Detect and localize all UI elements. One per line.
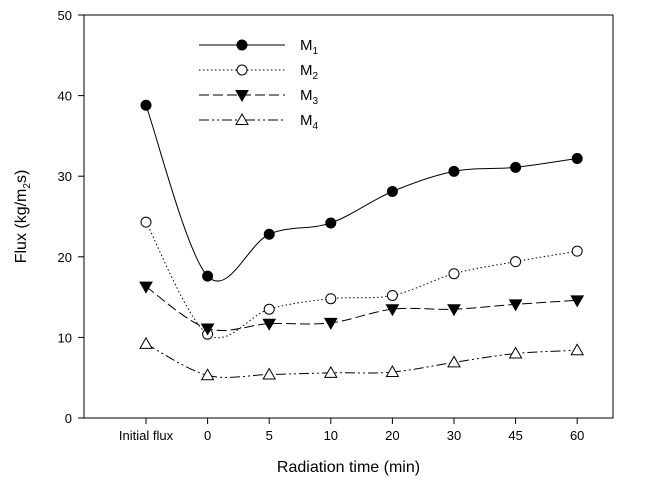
data-point-series-3 bbox=[323, 317, 338, 330]
data-point-series-3 bbox=[262, 318, 277, 331]
y-tick-label: 0 bbox=[65, 411, 72, 426]
data-point-series-4 bbox=[570, 343, 585, 356]
legend-label-4: M4 bbox=[300, 112, 319, 132]
legend-label-2: M2 bbox=[300, 62, 319, 82]
data-point-series-1 bbox=[448, 165, 460, 177]
data-point-series-2 bbox=[448, 268, 460, 280]
data-point-series-3 bbox=[508, 299, 523, 312]
x-tick-label: 30 bbox=[447, 428, 461, 443]
legend-label-main: M bbox=[300, 37, 313, 54]
series-line-2 bbox=[145, 221, 578, 339]
data-point-series-4 bbox=[139, 336, 153, 349]
x-tick-label: 0 bbox=[204, 428, 211, 443]
x-tick-label: 5 bbox=[266, 428, 273, 443]
legend-label-sub: 1 bbox=[313, 46, 319, 57]
data-point-series-4 bbox=[200, 368, 215, 381]
data-point-series-3 bbox=[570, 295, 585, 308]
legend-marker-2 bbox=[236, 64, 248, 76]
x-tick-label: 45 bbox=[508, 428, 522, 443]
y-axis-title-sub: 2 bbox=[22, 183, 33, 189]
legend-label-sub: 3 bbox=[313, 96, 319, 107]
x-tick-label: 60 bbox=[570, 428, 584, 443]
data-point-series-1 bbox=[263, 228, 275, 240]
legend-label-main: M bbox=[300, 62, 313, 79]
y-tick-label: 50 bbox=[58, 8, 72, 23]
x-tick-label: Initial flux bbox=[119, 428, 174, 443]
data-point-series-2 bbox=[325, 293, 337, 305]
y-axis-title-end: s) bbox=[13, 170, 30, 183]
y-tick-label: 30 bbox=[58, 169, 72, 184]
plot-frame bbox=[83, 14, 614, 419]
series-markers bbox=[139, 99, 585, 381]
data-point-series-1 bbox=[571, 152, 583, 164]
data-point-series-4 bbox=[508, 346, 523, 359]
data-point-series-3 bbox=[139, 281, 153, 294]
plot-area bbox=[83, 14, 614, 419]
series-line-1 bbox=[145, 105, 578, 282]
data-point-series-3 bbox=[385, 304, 400, 317]
x-axis-title: Radiation time (min) bbox=[277, 459, 420, 476]
y-tick-label: 10 bbox=[58, 330, 72, 345]
data-point-series-2 bbox=[571, 245, 583, 257]
legend-label-main: M bbox=[300, 87, 313, 104]
y-tick-label: 40 bbox=[58, 89, 72, 104]
x-axis: Initial flux 0 5 10 20 30 45 60 bbox=[119, 418, 584, 443]
data-point-series-1 bbox=[202, 270, 214, 282]
data-point-series-4 bbox=[262, 367, 277, 380]
x-tick-label: 20 bbox=[385, 428, 399, 443]
legend-marker-4 bbox=[235, 112, 249, 125]
data-point-series-1 bbox=[325, 217, 337, 229]
x-tick-label: 10 bbox=[324, 428, 338, 443]
data-point-series-2 bbox=[263, 303, 275, 315]
data-point-series-1 bbox=[140, 99, 152, 111]
data-point-series-4 bbox=[447, 355, 461, 368]
legend-label-3: M3 bbox=[300, 87, 319, 107]
legend-label-1: M1 bbox=[300, 37, 319, 57]
data-point-series-4 bbox=[323, 365, 338, 378]
data-point-series-3 bbox=[447, 304, 461, 317]
data-point-series-4 bbox=[385, 365, 400, 378]
legend-marker-3 bbox=[235, 90, 249, 103]
y-axis-title-main: Flux (kg/m bbox=[13, 189, 30, 264]
legend-label-sub: 2 bbox=[313, 71, 319, 82]
data-point-series-1 bbox=[510, 161, 522, 173]
data-point-series-3 bbox=[200, 323, 215, 336]
legend-marker-1 bbox=[236, 39, 248, 51]
data-point-series-2 bbox=[386, 289, 398, 301]
legend-label-main: M bbox=[300, 112, 313, 129]
series-line-4 bbox=[145, 343, 578, 378]
y-axis: 0 10 20 30 40 50 bbox=[58, 8, 84, 426]
data-point-series-2 bbox=[510, 256, 522, 268]
data-point-series-2 bbox=[140, 216, 152, 228]
y-tick-label: 20 bbox=[58, 250, 72, 265]
data-point-series-1 bbox=[386, 186, 398, 198]
legend-label-sub: 4 bbox=[313, 121, 319, 132]
y-axis-title: Flux (kg/m2s) bbox=[13, 170, 33, 264]
